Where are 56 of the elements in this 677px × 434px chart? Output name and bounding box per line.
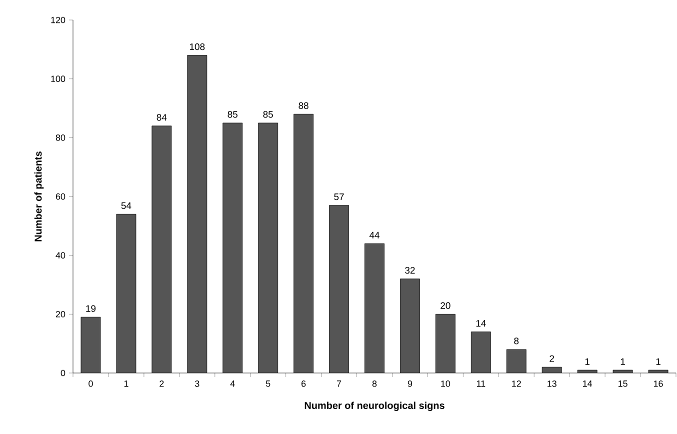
bar	[222, 122, 242, 373]
x-tick-label: 10	[441, 380, 450, 387]
y-tick-label: 20	[56, 310, 66, 318]
data-label: 108	[190, 43, 205, 50]
y-tick-label: 60	[56, 193, 66, 200]
x-tick-label: 14	[583, 380, 592, 387]
bar	[436, 314, 456, 373]
bar	[506, 349, 526, 373]
x-tick-label: 9	[408, 380, 412, 387]
bar	[294, 114, 314, 373]
data-label: 88	[298, 102, 308, 109]
data-label: 14	[476, 320, 486, 327]
data-label: 19	[86, 305, 96, 312]
bar	[187, 55, 207, 373]
bar	[329, 205, 349, 373]
bar	[400, 278, 420, 373]
x-tick-label: 13	[548, 380, 556, 387]
x-tick-label: 7	[336, 380, 342, 387]
x-tick-label: 16	[654, 380, 663, 387]
x-tick-label: 2	[160, 380, 164, 387]
data-label: 44	[369, 232, 380, 238]
data-label: 2	[550, 355, 554, 362]
x-tick-label: 6	[302, 380, 306, 387]
y-tick-label: 120	[51, 16, 66, 24]
y-axis-title: Number of patients	[34, 152, 44, 242]
x-tick-label: 15	[618, 380, 628, 387]
data-label: 20	[440, 302, 450, 309]
data-label: 84	[156, 114, 167, 121]
x-tick-label: 8	[372, 380, 377, 387]
data-label: 32	[405, 266, 415, 274]
x-tick-label: 4	[230, 380, 235, 387]
data-label: 1	[620, 358, 625, 365]
x-tick-label: 3	[195, 380, 200, 387]
bar	[80, 317, 100, 373]
data-label: 85	[263, 111, 273, 118]
data-label: 1	[656, 358, 660, 365]
data-label: 1	[585, 358, 590, 365]
bar	[258, 122, 278, 373]
bar	[471, 332, 491, 373]
x-tick-label: 1	[124, 380, 128, 387]
x-tick-label: 5	[266, 380, 270, 387]
data-label: 85	[228, 111, 238, 118]
y-tick-label: 0	[60, 370, 66, 376]
data-label: 57	[334, 194, 344, 200]
data-label: 8	[514, 338, 519, 344]
y-tick-label: 80	[56, 134, 66, 141]
x-tick-label: 11	[476, 380, 486, 387]
y-tick-label: 100	[51, 76, 66, 82]
x-axis-title: Number of neurological signs	[304, 402, 444, 412]
bar	[364, 244, 384, 373]
x-tick-label: 0	[88, 380, 93, 387]
data-label: 54	[121, 202, 132, 209]
bar	[152, 126, 172, 373]
y-tick-label: 40	[56, 252, 66, 259]
x-tick-label: 12	[512, 380, 521, 387]
bar	[116, 214, 136, 373]
